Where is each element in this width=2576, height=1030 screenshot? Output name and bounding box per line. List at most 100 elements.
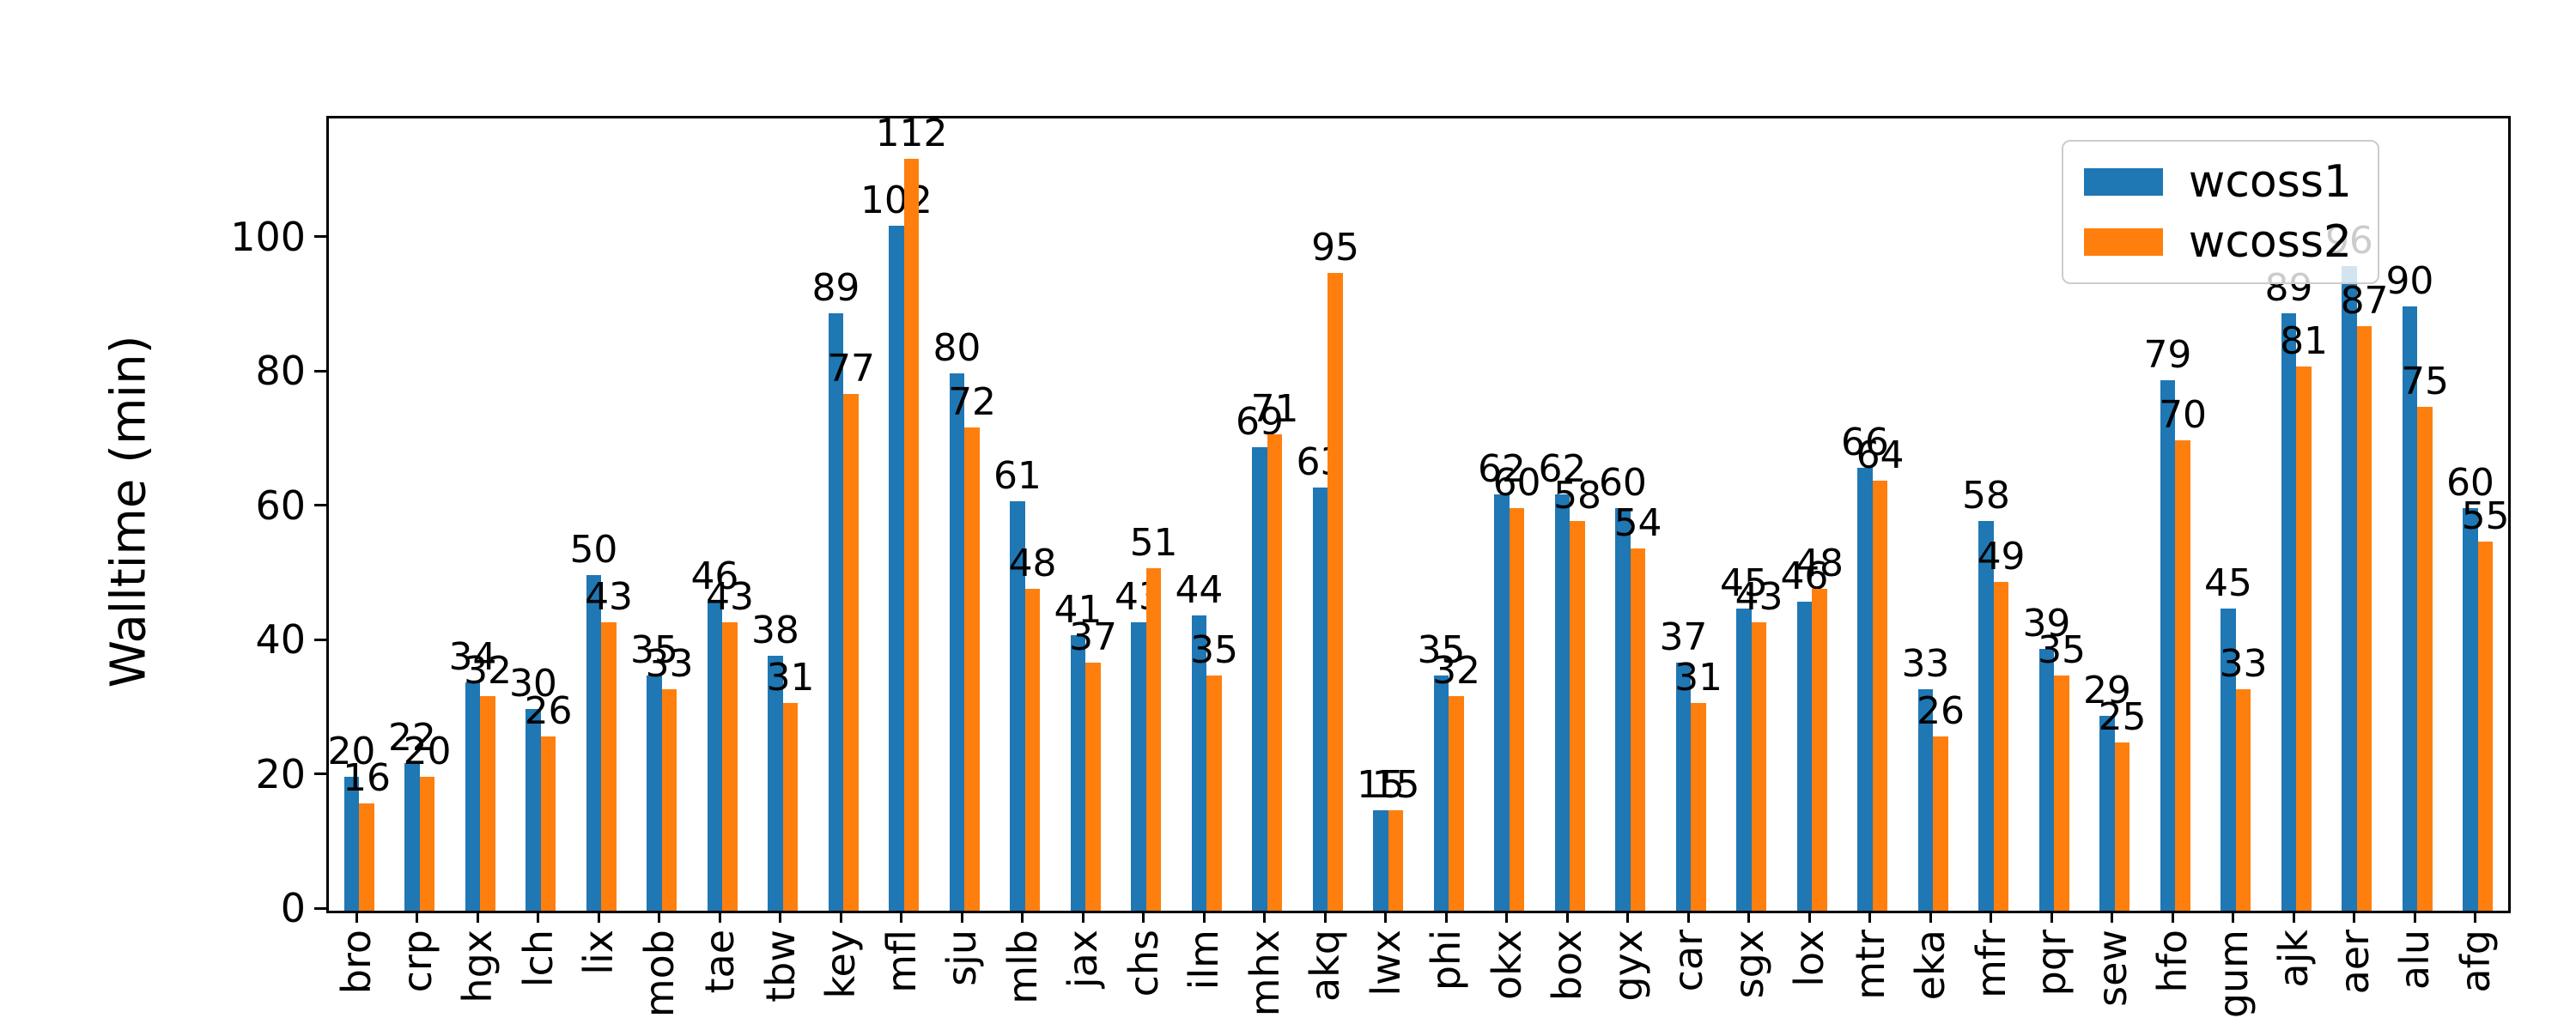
x-tick-mark bbox=[960, 911, 963, 923]
legend-label-wcoss1: wcoss1 bbox=[2188, 156, 2352, 208]
x-tick-mark bbox=[1565, 911, 1569, 923]
bar-wcoss2-eka bbox=[1933, 736, 1948, 911]
x-tick-mark bbox=[900, 911, 903, 923]
bar-wcoss2-phi bbox=[1449, 695, 1464, 911]
y-tick-mark bbox=[314, 638, 326, 641]
bar-wcoss1-mfr bbox=[1978, 521, 1994, 911]
y-tick-label: 100 bbox=[230, 213, 306, 260]
bar-value-label-wcoss2-car: 31 bbox=[1674, 655, 1723, 700]
bar-wcoss1-crp bbox=[404, 762, 420, 911]
x-tick-label-mlb: mlb bbox=[999, 930, 1046, 1004]
bar-wcoss1-lox bbox=[1796, 602, 1813, 911]
x-tick-label-lox: lox bbox=[1786, 930, 1833, 987]
bar-value-label-wcoss2-mfl: 112 bbox=[875, 111, 948, 155]
bar-value-label-wcoss2-bro: 16 bbox=[343, 755, 392, 800]
bar-value-label-wcoss2-ilm: 35 bbox=[1190, 628, 1239, 673]
y-tick-mark bbox=[314, 504, 326, 507]
bar-wcoss2-jax bbox=[1085, 662, 1101, 911]
x-tick-label-chs: chs bbox=[1120, 930, 1167, 997]
bar-value-label-wcoss2-alu: 75 bbox=[2401, 360, 2450, 404]
bar-wcoss2-mhx bbox=[1267, 433, 1283, 911]
bar-wcoss2-sgx bbox=[1751, 621, 1767, 911]
legend-row-wcoss1: wcoss1 bbox=[2083, 156, 2352, 208]
bar-value-label-wcoss2-afg: 55 bbox=[2461, 494, 2510, 538]
x-tick-mark bbox=[779, 911, 782, 923]
bar-value-label-wcoss1-ilm: 44 bbox=[1175, 567, 1224, 612]
x-tick-mark bbox=[1990, 911, 1993, 923]
bar-value-label-wcoss2-eka: 26 bbox=[1917, 688, 1965, 733]
legend-swatch-wcoss2 bbox=[2083, 228, 2163, 256]
bar-value-label-wcoss2-mfr: 49 bbox=[1977, 534, 2026, 579]
y-tick-mark bbox=[314, 772, 326, 776]
x-tick-label-lch: lch bbox=[514, 930, 562, 988]
y-tick-label: 60 bbox=[255, 482, 306, 529]
bar-wcoss2-afg bbox=[2477, 541, 2494, 911]
bar-value-label-wcoss2-hgx: 32 bbox=[464, 648, 513, 693]
x-tick-mark bbox=[416, 911, 419, 923]
bar-wcoss2-okx bbox=[1509, 507, 1525, 911]
bar-value-label-wcoss2-lch: 26 bbox=[524, 688, 573, 733]
bar-wcoss2-aer bbox=[2356, 326, 2372, 911]
x-tick-mark bbox=[2050, 911, 2053, 923]
bar-value-label-wcoss1-tbw: 38 bbox=[750, 608, 799, 652]
bar-wcoss1-tbw bbox=[768, 655, 783, 911]
bar-value-label-wcoss1-gum: 45 bbox=[2203, 561, 2252, 605]
bar-value-label-wcoss2-gyx: 54 bbox=[1613, 500, 1662, 545]
x-tick-label-phi: phi bbox=[1423, 930, 1470, 991]
bar-wcoss1-hfo bbox=[2160, 380, 2176, 911]
x-tick-mark bbox=[1202, 911, 1206, 923]
bar-wcoss2-sew bbox=[2114, 742, 2130, 911]
bar-wcoss1-mhx bbox=[1252, 447, 1267, 911]
bar-value-label-wcoss1-lix: 50 bbox=[569, 527, 618, 572]
bar-wcoss2-tbw bbox=[782, 702, 799, 911]
bar-wcoss1-key bbox=[828, 312, 844, 911]
x-tick-label-hfo: hfo bbox=[2149, 930, 2196, 993]
bar-wcoss2-mfr bbox=[1993, 581, 2009, 911]
x-tick-label-aer: aer bbox=[2330, 930, 2378, 995]
x-tick-mark bbox=[1081, 911, 1084, 923]
bar-value-label-wcoss1-lch: 30 bbox=[508, 662, 557, 706]
bar-wcoss1-alu bbox=[2402, 306, 2418, 911]
bar-wcoss1-lch bbox=[526, 709, 541, 911]
bar-value-label-wcoss2-tae: 43 bbox=[706, 574, 755, 619]
bar-value-label-wcoss1-eka: 33 bbox=[1901, 641, 1950, 686]
bar-wcoss2-key bbox=[843, 393, 859, 911]
bar-value-label-wcoss1-box: 62 bbox=[1538, 447, 1587, 492]
bar-wcoss1-sju bbox=[949, 373, 965, 911]
bar-value-label-wcoss2-crp: 20 bbox=[403, 729, 452, 773]
x-tick-label-crp: crp bbox=[393, 930, 440, 993]
x-tick-mark bbox=[1021, 911, 1024, 923]
bar-value-label-wcoss2-aer: 87 bbox=[2340, 279, 2389, 324]
bar-value-label-wcoss2-akq: 95 bbox=[1311, 225, 1360, 270]
x-tick-label-alu: alu bbox=[2391, 930, 2439, 991]
bar-value-label-wcoss2-phi: 32 bbox=[1432, 648, 1481, 693]
bar-wcoss2-gyx bbox=[1630, 548, 1646, 911]
bar-wcoss2-pqr bbox=[2054, 676, 2069, 911]
x-tick-label-gyx: gyx bbox=[1604, 930, 1651, 1002]
bar-wcoss1-tae bbox=[707, 602, 723, 911]
bar-value-label-wcoss2-mob: 33 bbox=[645, 641, 694, 686]
x-tick-label-hgx: hgx bbox=[454, 930, 501, 1003]
bar-value-label-wcoss2-box: 58 bbox=[1553, 474, 1602, 518]
bar-value-label-wcoss2-lix: 43 bbox=[585, 574, 634, 619]
bar-wcoss2-lix bbox=[601, 621, 617, 911]
x-tick-mark bbox=[1807, 911, 1811, 923]
x-tick-label-bro: bro bbox=[333, 930, 380, 995]
bar-value-label-wcoss1-crp: 22 bbox=[387, 715, 436, 760]
bar-wcoss2-lwx bbox=[1388, 809, 1404, 911]
x-tick-mark bbox=[2171, 911, 2174, 923]
x-tick-mark bbox=[2292, 911, 2295, 923]
bar-value-label-wcoss2-tbw: 31 bbox=[766, 655, 815, 700]
x-tick-mark bbox=[537, 911, 540, 923]
bar-value-label-wcoss2-okx: 60 bbox=[1492, 460, 1541, 505]
bar-value-label-wcoss1-sew: 29 bbox=[2082, 669, 2131, 713]
bar-value-label-wcoss2-sgx: 43 bbox=[1735, 574, 1783, 619]
bar-value-label-wcoss2-mtr: 64 bbox=[1856, 433, 1905, 478]
bar-wcoss1-aer bbox=[2342, 266, 2357, 911]
x-tick-label-sgx: sgx bbox=[1725, 930, 1772, 999]
x-tick-mark bbox=[2474, 911, 2477, 923]
bar-value-label-wcoss2-gum: 33 bbox=[2219, 641, 2268, 686]
bar-wcoss2-chs bbox=[1145, 568, 1162, 911]
bar-value-label-wcoss1-mfl: 102 bbox=[860, 179, 933, 223]
bar-wcoss2-crp bbox=[419, 776, 435, 911]
